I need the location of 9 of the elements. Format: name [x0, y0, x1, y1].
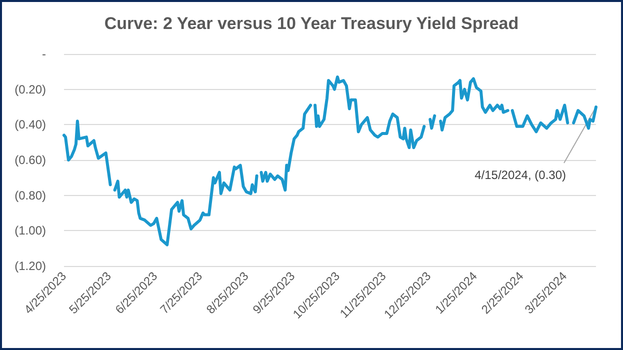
y-tick-label: (1.20)	[14, 259, 46, 273]
chart-title: Curve: 2 Year versus 10 Year Treasury Yield Spread	[104, 14, 519, 33]
y-tick-label: (1.00)	[14, 224, 46, 238]
y-tick-label: (0.20)	[14, 82, 46, 96]
y-tick-label: (0.60)	[14, 153, 46, 167]
y-tick-label: (0.40)	[14, 118, 46, 132]
y-tick-label: (0.80)	[14, 188, 46, 202]
annotation: 4/15/2024, (0.30)	[474, 168, 566, 182]
y-tick-label: -	[42, 47, 46, 61]
